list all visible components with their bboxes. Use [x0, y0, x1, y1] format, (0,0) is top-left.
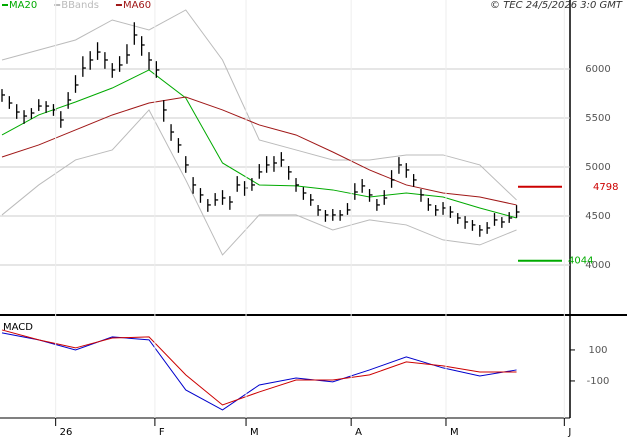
y-tick-label: 4000 — [585, 260, 610, 271]
y-tick-label: 6000 — [585, 64, 610, 75]
x-tick-label: M — [450, 427, 459, 438]
y-tick-label: -100 — [587, 376, 610, 387]
legend-label: BBands — [61, 0, 99, 11]
legend-label: MA60 — [123, 0, 151, 11]
y-tick-label: 5000 — [585, 162, 610, 173]
x-tick-label: F — [159, 427, 165, 438]
line-series — [1, 109, 517, 256]
line-series — [1, 9, 517, 201]
legend-label: MA20 — [9, 0, 37, 11]
x-tick-label: J — [567, 427, 571, 438]
x-tick-label: M — [250, 427, 259, 438]
header: © TEC 24/5/2026 3:0 GMT — [490, 0, 623, 11]
panel-title: MACD — [3, 322, 33, 333]
line-series — [1, 96, 517, 206]
y-tick-label: 5500 — [585, 113, 610, 124]
level-label: 4044 — [568, 256, 593, 267]
x-tick-label: 26 — [60, 427, 73, 438]
y-tick-label: 100 — [588, 345, 607, 356]
level-label: 4798 — [593, 182, 618, 193]
line-series — [1, 329, 517, 406]
x-tick-label: A — [355, 427, 362, 438]
line-series — [1, 69, 517, 219]
y-tick-label: 4500 — [585, 211, 610, 222]
